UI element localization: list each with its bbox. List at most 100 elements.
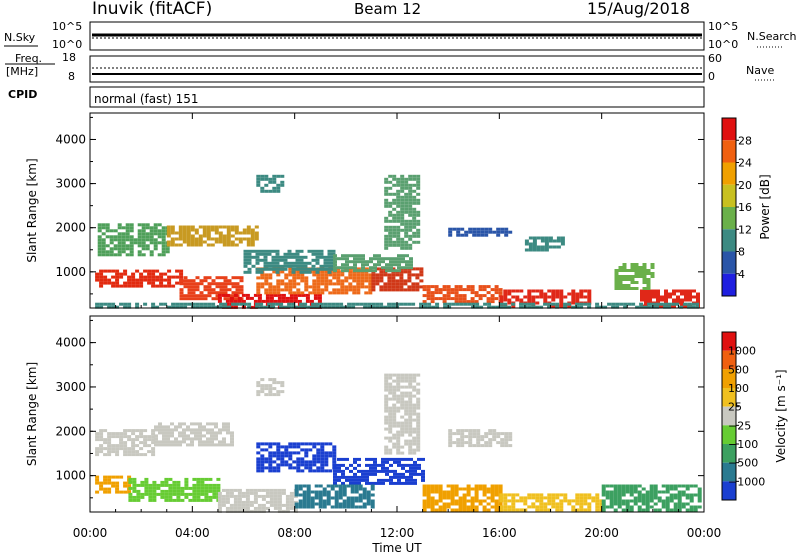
x-tick-label: 12:00	[380, 526, 415, 540]
colorbar-segment	[722, 481, 736, 500]
colorbar-segment	[722, 425, 736, 444]
colorbar-segment	[722, 207, 736, 230]
x-tick-label: 00:00	[73, 526, 108, 540]
colorbar-tick-label: 8	[738, 246, 745, 259]
scatter-band	[95, 302, 700, 309]
colorbar-segment	[722, 162, 736, 185]
nsky-label: N.Sky	[4, 31, 36, 44]
colorbar-segment	[722, 369, 736, 388]
colorbar-tick-label: 4	[738, 268, 745, 281]
y-tick-label: 1000	[55, 265, 86, 279]
scatter-band	[524, 236, 565, 252]
scatter-band	[422, 285, 503, 304]
colorbar-tick-label: 20	[738, 179, 752, 192]
time-axis: 00:00 04:00 08:00 12:00 16:00 20:00 00:00 Time …	[73, 526, 722, 554]
colorbar-segment	[722, 332, 736, 351]
nsearch-tick-top: 10^5	[708, 20, 739, 33]
nsearch-label: N.Search	[747, 30, 797, 43]
scatter-band	[95, 475, 132, 494]
scatter-band	[384, 373, 421, 455]
y-tick-label: 3000	[55, 177, 86, 191]
freq-panel-frame	[89, 55, 705, 83]
colorbar-segment	[722, 388, 736, 407]
x-tick-label: 08:00	[277, 526, 312, 540]
colorbar-tick-label: 28	[738, 134, 752, 147]
scatter-band	[256, 378, 285, 397]
power-colorbar: 4 8 12 16 20 24 28 Power [dB]	[721, 117, 772, 297]
colorbar-segment	[722, 184, 736, 207]
velocity-panel: 1000 2000 3000 4000 Slant Range [km]	[25, 315, 705, 513]
y-tick-label: 4000	[55, 132, 86, 146]
colorbar-segment	[722, 229, 736, 252]
colorbar-tick-label: 100	[728, 382, 749, 395]
x-tick-label: 04:00	[175, 526, 210, 540]
colorbar-tick-label: 500	[728, 363, 749, 376]
y-tick-label: 3000	[55, 380, 86, 394]
scatter-band	[95, 429, 156, 457]
scatter-band	[256, 174, 285, 193]
scatter-band	[97, 223, 170, 257]
station-title: Inuvik (fitACF)	[92, 0, 213, 19]
colorbar-frame	[721, 331, 737, 501]
x-tick-label: 16:00	[482, 526, 517, 540]
scatter-band	[128, 477, 221, 502]
colorbar-segment	[722, 350, 736, 370]
power-panel: 1000 2000 3000 4000 Slant Range [km]	[25, 112, 705, 309]
scatter-band	[256, 442, 337, 473]
scatter-band	[154, 422, 234, 447]
y-axis-label: Slant Range [km]	[25, 362, 39, 466]
scatter-band	[448, 429, 513, 448]
colorbar-tick-label: 24	[738, 157, 752, 170]
x-tick-label: 20:00	[584, 526, 619, 540]
cpid-value: normal (fast) 151	[94, 92, 199, 106]
y-tick-label: 1000	[55, 469, 86, 483]
colorbar-label: Velocity [m s⁻¹]	[774, 369, 788, 462]
colorbar-label: Power [dB]	[758, 174, 772, 239]
scatter-band	[243, 249, 336, 274]
scatter-band	[333, 457, 425, 485]
colorbar-segment	[722, 444, 736, 463]
colorbar-tick-label: 12	[738, 223, 752, 236]
scatter-band	[448, 227, 513, 237]
x-axis-label: Time UT	[371, 541, 422, 554]
nsky-tick-bottom: 10^0	[52, 38, 83, 51]
y-axis-label: Slant Range [km]	[25, 158, 39, 262]
y-tick-label: 2000	[55, 424, 86, 438]
nave-tick-top: 60	[708, 52, 722, 65]
colorbar-tick-label: 16	[738, 201, 752, 214]
colorbar-tick-label: 25	[728, 401, 742, 414]
cpid-label: CPID	[8, 88, 38, 101]
scatter-band	[166, 225, 259, 247]
freq-tick-bottom: 8	[68, 70, 75, 83]
nsky-panel-frame	[89, 21, 705, 51]
colorbar-tick-label: −500	[728, 457, 758, 470]
colorbar-segment	[722, 273, 736, 296]
x-tick-label: 00:00	[687, 526, 722, 540]
colorbar-tick-label: −25	[728, 419, 751, 432]
freq-tick-top: 18	[62, 51, 76, 64]
freq-label: Freq.	[15, 52, 43, 65]
colorbar-tick-label: 1000	[728, 345, 756, 358]
beam-title: Beam 12	[354, 0, 422, 18]
colorbar-tick-label: −100	[728, 438, 758, 451]
scatter-band	[384, 174, 421, 250]
colorbar-tick-label: −1000	[728, 475, 765, 488]
scatter-band	[614, 263, 655, 290]
colorbar-segment	[722, 251, 736, 274]
scatter-band	[499, 493, 604, 512]
scatter-band	[294, 484, 375, 509]
y-tick-label: 2000	[55, 221, 86, 235]
colorbar-segment	[722, 462, 736, 482]
nsky-tick-top: 10^5	[52, 20, 83, 33]
scatter-band	[217, 488, 298, 513]
scatter-band	[95, 269, 184, 288]
colorbar-segment	[722, 406, 736, 426]
cpid-panel-frame	[89, 86, 705, 108]
colorbar-segment	[722, 118, 736, 141]
scatter-band	[422, 484, 503, 512]
y-tick-label: 4000	[55, 336, 86, 350]
freq-unit-label: [MHz]	[6, 65, 39, 78]
date-title: 15/Aug/2018	[587, 0, 691, 18]
scatter-band	[333, 254, 413, 273]
